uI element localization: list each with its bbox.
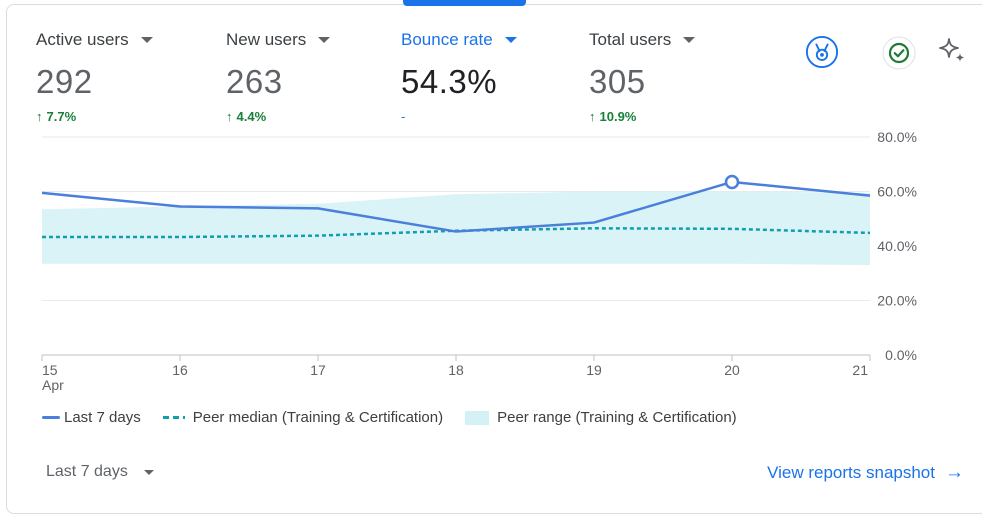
x-tick-label: 17 <box>310 362 326 378</box>
date-range-dropdown[interactable]: Last 7 days <box>46 463 154 481</box>
legend-label: Peer median (Training & Certification) <box>193 409 443 426</box>
arrow-right-icon: → <box>945 462 964 484</box>
date-range-label: Last 7 days <box>46 463 128 481</box>
x-tick-label: 18 <box>448 362 464 378</box>
highlight-point <box>726 176 738 188</box>
legend-item-peer-median[interactable]: Peer median (Training & Certification) <box>163 409 443 426</box>
legend-swatch-dashed <box>163 416 185 419</box>
link-label: View reports snapshot <box>767 463 935 483</box>
x-tick-label: 15 <box>42 362 58 378</box>
view-reports-snapshot-link[interactable]: View reports snapshot → <box>767 462 964 484</box>
legend-item-peer-range[interactable]: Peer range (Training & Certification) <box>465 409 737 426</box>
y-tick-label: 40.0% <box>877 238 917 254</box>
bounce-rate-chart: 80.0% 60.0% 40.0% 20.0% 0.0% 15 16 17 18 19 20 21 Ap… <box>0 0 982 400</box>
y-tick-label: 80.0% <box>877 129 917 145</box>
y-tick-label: 60.0% <box>877 184 917 200</box>
caret-down-icon <box>144 470 154 475</box>
x-tick-label: 16 <box>172 362 188 378</box>
x-tick-label: 19 <box>586 362 602 378</box>
x-tick-sublabel: Apr <box>42 377 64 393</box>
legend-label: Peer range (Training & Certification) <box>497 409 737 426</box>
x-tick-label: 21 <box>852 362 868 378</box>
legend-swatch-line <box>42 416 60 419</box>
y-tick-label: 0.0% <box>885 347 917 363</box>
x-tick-label: 20 <box>724 362 740 378</box>
legend-item-last7[interactable]: Last 7 days <box>42 409 141 426</box>
y-tick-label: 20.0% <box>877 293 917 309</box>
legend-label: Last 7 days <box>64 409 141 426</box>
chart-legend: Last 7 days Peer median (Training & Cert… <box>42 409 759 426</box>
legend-swatch-area <box>465 411 489 425</box>
